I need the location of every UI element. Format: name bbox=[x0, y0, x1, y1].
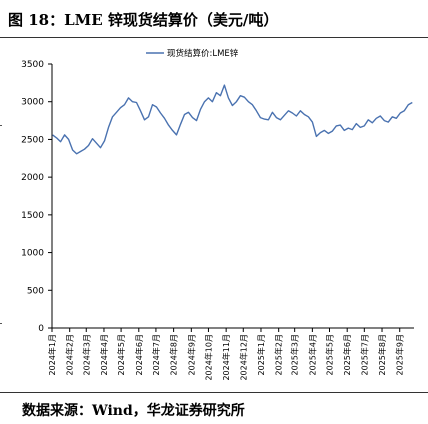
bottom-divider bbox=[0, 392, 428, 393]
x-tick-label: 2024年9月 bbox=[186, 334, 196, 375]
x-tick-label: 2024年11月 bbox=[221, 334, 231, 381]
x-tick-label: 2024年3月 bbox=[81, 334, 91, 375]
x-tick-label: 2024年4月 bbox=[99, 334, 109, 375]
x-tick-label: 2025年8月 bbox=[377, 334, 387, 375]
legend-label: 现货结算价:LME锌 bbox=[167, 48, 239, 59]
x-axis: 2024年1月 2024年2月 2024年3月 2024年4月 2024年5月 2024年… bbox=[47, 327, 414, 381]
figure-title: 图 18：LME 锌现货结算价（美元/吨） bbox=[8, 11, 279, 29]
x-tick-label: 2025年2月 bbox=[274, 334, 284, 375]
x-tick-label: 2025年1月 bbox=[256, 334, 266, 375]
y-tick-label: 3000 bbox=[21, 98, 44, 108]
y-tick-label: 3500 bbox=[21, 60, 44, 70]
x-tick-label: 2024年1月 bbox=[47, 334, 57, 375]
left-edge-mark bbox=[0, 125, 2, 126]
top-divider bbox=[0, 37, 428, 38]
x-tick-label: 2024年7月 bbox=[151, 334, 161, 375]
y-tick-label: 0 bbox=[38, 324, 44, 334]
x-tick-label: 2025年5月 bbox=[324, 334, 334, 375]
legend: 现货结算价:LME锌 bbox=[146, 48, 239, 59]
x-tick-label: 2024年12月 bbox=[238, 334, 248, 381]
y-tick-label: 2500 bbox=[21, 135, 44, 145]
data-source: 数据来源：Wind，华龙证券研究所 bbox=[22, 403, 245, 419]
y-tick-label: 500 bbox=[27, 286, 44, 296]
x-tick-label: 2025年6月 bbox=[342, 334, 352, 375]
y-tick-label: 1000 bbox=[21, 249, 44, 259]
y-axis: 0 500 1000 1500 2000 2500 3000 3500 bbox=[21, 60, 53, 334]
x-tick-label: 2024年5月 bbox=[116, 334, 126, 375]
series-layer bbox=[52, 84, 413, 155]
x-tick-label: 2025年4月 bbox=[307, 334, 317, 375]
x-tick-label: 2024年8月 bbox=[169, 334, 179, 375]
x-tick-label: 2024年2月 bbox=[65, 334, 75, 375]
x-tick-label: 2025年3月 bbox=[290, 334, 300, 375]
x-tick-label: 2025年7月 bbox=[359, 334, 369, 375]
series-line-lme-zinc bbox=[52, 84, 413, 155]
x-tick-label: 2024年6月 bbox=[134, 334, 144, 375]
left-edge-mark bbox=[0, 323, 2, 324]
x-tick-label: 2024年10月 bbox=[203, 334, 213, 381]
y-tick-label: 1500 bbox=[21, 211, 44, 221]
y-tick-label: 2000 bbox=[21, 173, 44, 183]
x-tick-label: 2025年9月 bbox=[395, 334, 405, 375]
